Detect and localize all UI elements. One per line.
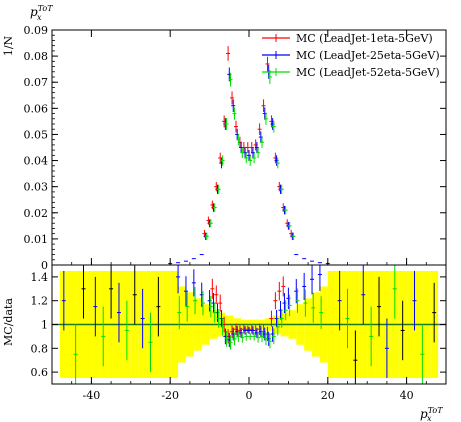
x-tick-label: -40 bbox=[83, 389, 101, 402]
x-axis-title-subscript: x bbox=[427, 414, 432, 422]
y-tick-label: 0.01 bbox=[24, 233, 49, 246]
ratio-y-tick-label: 1 bbox=[41, 319, 48, 332]
x-tick-label: 40 bbox=[400, 389, 414, 402]
y-tick-label: 0.09 bbox=[24, 24, 49, 37]
y-tick-label: 0 bbox=[41, 259, 48, 272]
legend-label: MC (LeadJet-1eta-5GeV) bbox=[296, 32, 433, 45]
y-tick-label: 0.07 bbox=[24, 76, 49, 89]
y-axis-title-ratio: MC/data bbox=[2, 298, 15, 346]
y-tick-label: 0.02 bbox=[24, 207, 49, 220]
y-tick-label: 0.06 bbox=[24, 102, 49, 115]
x-tick-label: -20 bbox=[161, 389, 179, 402]
legend: MC (LeadJet-1eta-5GeV) MC (LeadJet-25eta-… bbox=[262, 32, 440, 79]
y-tick-label: 0.05 bbox=[24, 128, 49, 141]
ratio-y-tick-label: 1.4 bbox=[31, 271, 49, 284]
y-tick-label: 0.04 bbox=[24, 155, 49, 168]
x-axis-title: pToT bbox=[420, 406, 443, 421]
x-tick-label: 20 bbox=[321, 389, 335, 402]
ratio-y-tick-label: 0.6 bbox=[31, 366, 49, 379]
y-tick-label: 0.03 bbox=[24, 181, 49, 194]
chart-title-subscript: x bbox=[37, 13, 42, 22]
legend-label: MC (LeadJet-52eta-5GeV) bbox=[296, 66, 440, 79]
y-tick-label: 0.08 bbox=[24, 50, 49, 63]
ratio-y-tick-label: 0.8 bbox=[31, 342, 49, 355]
x-tick-label: 0 bbox=[246, 389, 253, 402]
chart-title: pToT bbox=[30, 4, 53, 19]
ratio-plot-panel: 0.6 0.8 1 1.2 1.4 -40 -20 0 20 40 bbox=[31, 264, 447, 402]
ratio-y-tick-label: 1.2 bbox=[31, 295, 49, 308]
legend-label: MC (LeadJet-25eta-5GeV) bbox=[296, 49, 440, 62]
main-plot-panel: 0 0.01 0.02 0.03 0.04 0.05 0.06 0.07 0.08 0.09 bbox=[24, 24, 447, 272]
y-axis-title-main: 1/N bbox=[2, 35, 15, 56]
